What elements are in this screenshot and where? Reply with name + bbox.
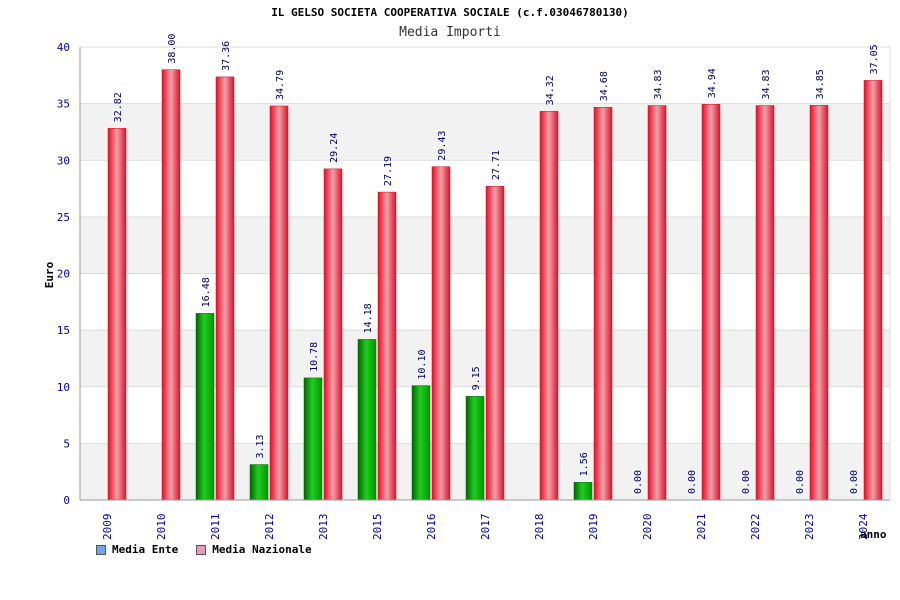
background-band xyxy=(80,216,890,274)
bar-media-nazionale xyxy=(431,166,451,501)
y-axis-label: Euro xyxy=(43,261,56,288)
bar-media-nazionale xyxy=(107,128,127,501)
legend: Media Ente Media Nazionale xyxy=(96,543,312,556)
bar-media-nazionale xyxy=(485,185,505,501)
data-label-media-nazionale: 27.19 xyxy=(383,156,394,186)
legend-label-media-nazionale: Media Nazionale xyxy=(212,543,312,556)
bar-media-ente xyxy=(411,385,431,501)
data-label-media-ente: 9.15 xyxy=(471,366,482,390)
bar-media-nazionale xyxy=(269,105,289,501)
bar-media-nazionale xyxy=(809,105,829,501)
y-tick-label: 30 xyxy=(57,154,70,167)
x-tick-label: 2015 xyxy=(371,514,384,541)
data-label-media-nazionale: 37.36 xyxy=(221,41,232,71)
x-tick-label: 2021 xyxy=(695,514,708,541)
x-tick-label: 2019 xyxy=(587,514,600,541)
data-label-media-nazionale: 34.79 xyxy=(275,70,286,100)
bar-media-nazionale xyxy=(323,168,343,501)
legend-label-media-ente: Media Ente xyxy=(112,543,179,556)
bar-media-ente xyxy=(465,396,485,501)
data-label-media-nazionale: 29.43 xyxy=(437,131,448,161)
data-label-media-ente: 16.48 xyxy=(201,277,212,307)
bar-media-ente xyxy=(573,482,593,501)
y-tick-label: 25 xyxy=(57,211,70,224)
legend-swatch-media-nazionale xyxy=(196,544,207,555)
data-label-media-nazionale: 27.71 xyxy=(491,150,502,180)
chart-subtitle: Media Importi xyxy=(399,25,501,40)
x-tick-label: 2020 xyxy=(641,514,654,541)
background-band xyxy=(80,443,890,500)
x-tick-label: 2023 xyxy=(803,514,816,541)
data-label-media-nazionale: 34.83 xyxy=(653,69,664,99)
x-tick-label: 2010 xyxy=(155,514,168,541)
bar-media-nazionale xyxy=(215,76,235,501)
data-label-media-ente: 1.56 xyxy=(579,452,590,476)
chart-title: IL GELSO SOCIETA COOPERATIVA SOCIALE (c.… xyxy=(271,6,629,19)
data-label-media-ente: 0.00 xyxy=(795,470,806,494)
data-label-media-nazionale: 34.68 xyxy=(599,71,610,101)
y-tick-label: 35 xyxy=(57,98,70,111)
bar-media-ente xyxy=(303,377,323,501)
background-band xyxy=(80,273,890,331)
legend-item-media-nazionale: Media Nazionale xyxy=(196,543,312,556)
data-label-media-ente: 3.13 xyxy=(255,434,266,458)
y-tick-label: 40 xyxy=(57,41,70,54)
x-tick-label: 2017 xyxy=(479,514,492,541)
bar-media-ente xyxy=(249,464,269,501)
data-label-media-ente: 0.00 xyxy=(633,470,644,494)
x-tick-label: 2018 xyxy=(533,514,546,541)
data-label-media-nazionale: 37.05 xyxy=(869,44,880,74)
data-label-media-nazionale: 38.00 xyxy=(167,34,178,64)
data-label-media-ente: 0.00 xyxy=(687,470,698,494)
bar-media-nazionale xyxy=(539,111,559,501)
x-tick-label: 2012 xyxy=(263,514,276,541)
data-label-media-nazionale: 34.83 xyxy=(761,69,772,99)
x-tick-label: 2013 xyxy=(317,514,330,541)
y-tick-label: 10 xyxy=(57,381,70,394)
y-tick-label: 20 xyxy=(57,268,70,281)
bar-media-nazionale xyxy=(701,104,721,501)
data-label-media-nazionale: 32.82 xyxy=(113,92,124,122)
data-label-media-nazionale: 34.85 xyxy=(815,69,826,99)
x-tick-label: 2022 xyxy=(749,514,762,541)
x-tick-label: 2011 xyxy=(209,514,222,541)
x-axis-label: anno xyxy=(860,528,887,541)
bar-media-nazionale xyxy=(161,69,181,501)
y-tick-label: 0 xyxy=(63,494,70,507)
data-label-media-ente: 0.00 xyxy=(849,470,860,494)
data-label-media-ente: 14.18 xyxy=(363,303,374,333)
bar-media-ente xyxy=(357,339,377,501)
bar-media-nazionale xyxy=(647,105,667,501)
background-band xyxy=(80,330,890,387)
background-band xyxy=(80,386,890,444)
data-label-media-ente: 10.10 xyxy=(417,350,428,380)
y-tick-label: 15 xyxy=(57,324,70,337)
bar-media-nazionale xyxy=(593,106,613,501)
legend-item-media-ente: Media Ente xyxy=(96,543,178,556)
data-label-media-nazionale: 34.94 xyxy=(707,68,718,98)
bar-media-nazionale xyxy=(755,105,775,501)
data-label-media-nazionale: 34.32 xyxy=(545,75,556,105)
background-band xyxy=(80,47,890,104)
legend-swatch-media-ente xyxy=(96,544,106,555)
data-label-media-nazionale: 29.24 xyxy=(329,133,340,163)
x-tick-label: 2024 xyxy=(857,513,870,540)
bar-media-nazionale xyxy=(377,191,397,501)
data-label-media-ente: 0.00 xyxy=(741,470,752,494)
x-tick-label: 2016 xyxy=(425,514,438,541)
background-band xyxy=(80,103,890,161)
y-tick-label: 5 xyxy=(63,437,70,450)
x-tick-label: 2009 xyxy=(101,514,114,541)
bar-media-ente xyxy=(195,313,215,501)
data-label-media-ente: 10.78 xyxy=(309,342,320,372)
bar-media-nazionale xyxy=(863,80,883,501)
background-band xyxy=(80,160,890,217)
